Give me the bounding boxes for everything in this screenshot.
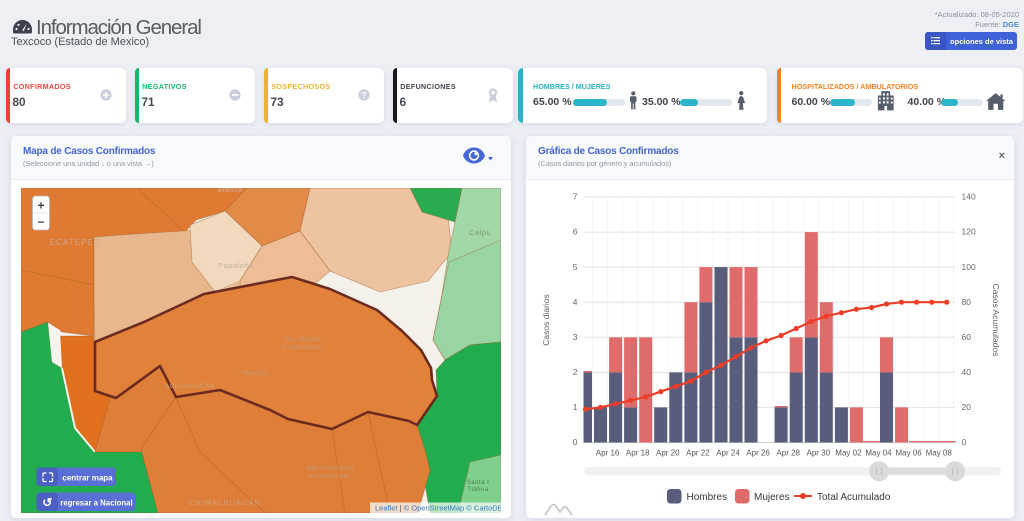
svg-text:regresar a Nacional: regresar a Nacional xyxy=(60,499,132,508)
svg-text:Papalotla: Papalotla xyxy=(218,261,254,270)
svg-text:1: 1 xyxy=(573,402,578,412)
svg-text:6: 6 xyxy=(573,227,578,237)
svg-text:Tlahua: Tlahua xyxy=(467,487,489,493)
svg-text:80: 80 xyxy=(962,297,972,307)
svg-text:40: 40 xyxy=(962,367,972,377)
svg-text:San Francisco: San Francisco xyxy=(306,465,354,472)
svg-text:Apr 16: Apr 16 xyxy=(596,449,620,458)
svg-text:7: 7 xyxy=(573,192,578,202)
svg-text:Total Acumulado: Total Acumulado xyxy=(817,492,891,503)
svg-text:5: 5 xyxy=(573,262,578,272)
svg-text:60: 60 xyxy=(962,332,972,342)
svg-text:Casos Acumulados: Casos Acumulados xyxy=(991,284,1001,357)
svg-text:↺: ↺ xyxy=(42,496,52,510)
svg-text:May 06: May 06 xyxy=(895,449,922,458)
svg-text:140: 140 xyxy=(962,192,976,202)
svg-text:Coatlinchán: Coatlinchán xyxy=(282,344,322,351)
svg-text:120: 120 xyxy=(962,227,976,237)
svg-text:Apr 18: Apr 18 xyxy=(626,449,650,458)
svg-text:May 08: May 08 xyxy=(926,449,953,458)
svg-text:Acuexcomac: Acuexcomac xyxy=(309,473,351,480)
svg-text:Apr 22: Apr 22 xyxy=(686,449,710,458)
svg-text:Apr 28: Apr 28 xyxy=(776,449,800,458)
svg-text:4: 4 xyxy=(573,297,578,307)
svg-text:Apr 24: Apr 24 xyxy=(716,449,740,458)
svg-text:Hombres: Hombres xyxy=(687,492,728,503)
svg-text:Apr 30: Apr 30 xyxy=(807,449,831,458)
svg-text:?: ? xyxy=(361,91,366,100)
svg-text:Texcoco: Texcoco xyxy=(241,370,268,377)
svg-text:San Miguel: San Miguel xyxy=(283,336,321,343)
svg-text:CHIMALHUACÁN: CHIMALHUACÁN xyxy=(189,498,261,507)
svg-text:Calpu: Calpu xyxy=(469,228,491,237)
svg-text:Atenco: Atenco xyxy=(218,188,243,194)
svg-text:Leaflet | © OpenStreetMap © Ca: Leaflet | © OpenStreetMap © CartoDB xyxy=(375,504,501,513)
svg-text:centrar mapa: centrar mapa xyxy=(62,474,113,483)
svg-text:Mujeres: Mujeres xyxy=(754,492,790,503)
svg-text:Apr 26: Apr 26 xyxy=(746,449,770,458)
svg-text:+: + xyxy=(37,199,44,213)
svg-text:0: 0 xyxy=(962,437,967,447)
svg-text:ACOLHUACÁN: ACOLHUACÁN xyxy=(165,381,215,390)
svg-text:100: 100 xyxy=(962,262,976,272)
svg-text:Casos diarios: Casos diarios xyxy=(541,294,551,346)
svg-text:Apr 20: Apr 20 xyxy=(656,449,680,458)
svg-text:Santa I: Santa I xyxy=(467,480,490,486)
svg-text:ECATEPEC: ECATEPEC xyxy=(50,238,101,247)
svg-text:May 04: May 04 xyxy=(865,449,892,458)
svg-text:May 02: May 02 xyxy=(835,449,862,458)
svg-text:0: 0 xyxy=(573,437,578,447)
svg-text:−: − xyxy=(37,215,44,229)
svg-text:2: 2 xyxy=(573,367,578,377)
svg-text:3: 3 xyxy=(573,332,578,342)
svg-text:20: 20 xyxy=(962,402,972,412)
